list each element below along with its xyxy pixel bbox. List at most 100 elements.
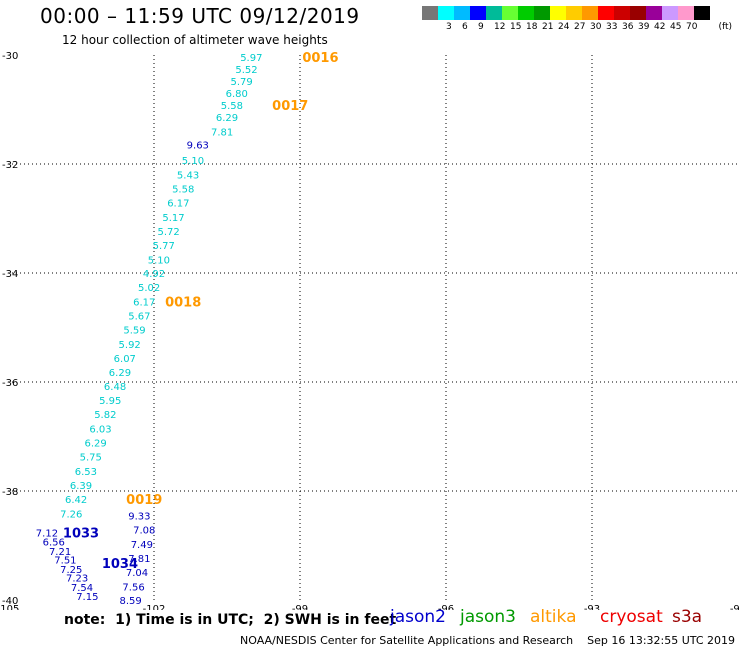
color-swatch (422, 6, 438, 20)
wave-height-value: 6.29 (216, 113, 238, 124)
color-swatch-label: 15 (510, 22, 522, 32)
wave-height-value: 5.95 (99, 396, 121, 407)
color-swatch: 6 (454, 6, 470, 32)
wave-height-value: 9.63 (187, 140, 209, 151)
color-swatch-label: 36 (622, 22, 634, 32)
time-label: 0016 (302, 51, 338, 66)
wave-height-value: 9.33 (128, 512, 150, 523)
wave-height-value: 7.04 (126, 568, 148, 579)
wave-height-value: 5.92 (119, 340, 141, 351)
wave-height-value: 7.49 (131, 540, 153, 551)
color-swatch-label: 33 (606, 22, 618, 32)
satellite-legend-item: cryosat (600, 607, 663, 627)
wave-height-value: 7.26 (60, 509, 82, 520)
wave-height-value: 6.07 (114, 354, 136, 365)
satellite-legend-item: s3a (672, 607, 703, 627)
wave-height-value: 5.52 (235, 65, 257, 76)
color-swatch: 21 (534, 6, 553, 32)
y-tick-label: -32 (2, 160, 18, 171)
wave-height-value: 5.79 (230, 77, 252, 88)
wave-height-value: 6.56 (43, 538, 65, 549)
wave-height-value: 5.43 (177, 170, 199, 181)
color-swatch: 3 (438, 6, 454, 32)
footnote: note: 1) Time is in UTC; 2) SWH is in fe… (64, 612, 397, 628)
wave-height-value: 5.72 (157, 227, 179, 238)
wave-height-value: 7.81 (128, 554, 150, 565)
wave-height-value: 7.12 (36, 528, 58, 539)
time-label: 0019 (126, 493, 162, 508)
color-swatch: 45 (662, 6, 681, 32)
wave-height-value: 6.17 (167, 199, 189, 210)
x-tick-label: -90 (730, 604, 740, 610)
wave-height-value: 6.29 (109, 368, 131, 379)
color-swatch: 27 (566, 6, 585, 32)
color-swatch: 33 (598, 6, 617, 32)
wave-height-plot: -105 -102 -99 -96 -93 -90 -30 -32 -34 -36 -38 -40 9.… (0, 51, 740, 610)
wave-height-value: 7.23 (66, 574, 88, 585)
credit-line: NOAA/NESDIS Center for Satellite Applica… (240, 634, 736, 647)
color-scale-unit: (ft) (718, 22, 732, 32)
wave-height-value: 5.02 (138, 283, 160, 294)
wave-height-value: 5.97 (240, 53, 262, 64)
y-tick-label: -34 (2, 269, 18, 280)
color-swatch-label: 42 (654, 22, 666, 32)
wave-height-value: 5.59 (123, 326, 145, 337)
wave-height-value: 5.77 (153, 241, 175, 252)
chart-subtitle: 12 hour collection of altimeter wave hei… (62, 33, 328, 47)
y-tick-label: -36 (2, 378, 18, 389)
wave-height-value: 5.82 (94, 410, 116, 421)
wave-height-value: 7.51 (54, 556, 76, 567)
color-swatch: 24 (550, 6, 569, 32)
color-swatch-label: 12 (494, 22, 506, 32)
color-swatch-label: 45 (670, 22, 682, 32)
wave-height-value: 5.67 (128, 312, 150, 323)
wave-height-value: 5.75 (80, 453, 102, 464)
wave-height-value: 7.25 (60, 565, 82, 576)
color-scale-legend: 3 6 9 12 15 18 21 24 27 30 33 36 39 42 45 70 (ft) (422, 6, 732, 32)
y-tick-label: -40 (2, 596, 18, 607)
wave-height-value: 6.29 (84, 438, 106, 449)
color-swatch: 70 (678, 6, 697, 32)
color-swatch-label: 24 (558, 22, 570, 32)
chart-title: 00:00 – 11:59 UTC 09/12/2019 (40, 4, 360, 28)
satellite-legend-item: altika (530, 607, 577, 627)
time-label: 1033 (63, 526, 99, 541)
wave-height-value: 7.56 (122, 582, 144, 593)
wave-height-value: 6.39 (70, 481, 92, 492)
color-swatch-label: 6 (462, 22, 468, 32)
time-label: 0017 (272, 99, 308, 114)
color-swatch-label: 21 (542, 22, 554, 32)
color-swatch: 15 (502, 6, 521, 32)
color-swatch-label: 70 (686, 22, 698, 32)
wave-height-value: 5.17 (162, 213, 184, 224)
wave-height-value: 6.80 (226, 89, 248, 100)
color-swatch: 12 (486, 6, 505, 32)
wave-height-value: 7.08 (133, 526, 155, 537)
color-swatch: 18 (518, 6, 537, 32)
color-swatch-label: 39 (638, 22, 650, 32)
time-label: 0018 (165, 295, 201, 310)
wave-height-value: 6.17 (133, 297, 155, 308)
color-swatch-label: 18 (526, 22, 538, 32)
x-tick-label: -105 (0, 604, 19, 610)
color-swatch: 30 (582, 6, 601, 32)
color-swatch-label: 3 (446, 22, 452, 32)
wave-height-value: 5.58 (172, 185, 194, 196)
x-tick-label: -93 (584, 604, 600, 610)
wave-height-value: 5.10 (148, 255, 170, 266)
color-swatch-label: 9 (478, 22, 484, 32)
y-tick-label: -38 (2, 487, 18, 498)
wave-height-value: 5.10 (182, 156, 204, 167)
color-swatch: 36 (614, 6, 633, 32)
color-swatch: (ft) (694, 6, 732, 32)
x-tick-label: -96 (438, 604, 454, 610)
wave-height-value: 8.59 (120, 596, 142, 607)
wave-height-value: 5.58 (221, 101, 243, 112)
wave-height-value: 7.54 (71, 583, 93, 594)
wave-height-value: 6.48 (104, 382, 126, 393)
color-swatch-label: 27 (574, 22, 586, 32)
wave-height-value: 7.15 (76, 592, 98, 603)
wave-height-value: 7.21 (49, 547, 71, 558)
x-tick-label: -99 (292, 604, 308, 610)
wave-height-value: 6.42 (65, 495, 87, 506)
